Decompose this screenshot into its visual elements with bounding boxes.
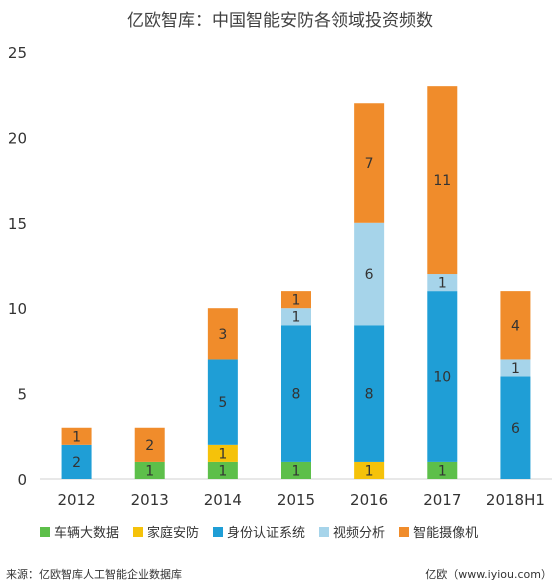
legend-label: 智能摄像机 (413, 526, 479, 541)
bar-value-label: 6 (511, 421, 520, 437)
bar-value-label: 11 (433, 173, 451, 189)
site-note: 亿欧（www.iyiou.com） (425, 568, 552, 581)
bar-segment (427, 291, 458, 462)
legend: 车辆大数据 家庭安防 身份认证系统 视频分析 智能摄像机 (40, 522, 478, 541)
bar-segment (281, 461, 311, 479)
legend-swatch (133, 526, 144, 537)
bar-segment (427, 274, 458, 292)
bar-segment (354, 222, 385, 326)
legend-swatch (213, 526, 224, 537)
bar-segment (134, 427, 165, 462)
bar-value-label: 7 (365, 156, 374, 172)
legend-label: 车辆大数据 (54, 526, 120, 541)
bar-value-label: 2 (72, 455, 81, 471)
source-note: 来源：亿欧智库人工智能企业数据库 (6, 568, 182, 581)
legend-item: 家庭安防 (133, 522, 199, 541)
bar-value-label: 3 (218, 327, 227, 343)
bar-value-label: 1 (292, 463, 301, 479)
bar-segment (354, 325, 385, 462)
bar-value-label: 4 (511, 318, 520, 334)
x-tick-label: 2012 (57, 491, 95, 509)
bar-value-label: 1 (218, 463, 227, 479)
legend-item: 智能摄像机 (399, 522, 478, 541)
bar-segment (281, 325, 311, 462)
x-axis: 2012 2013 2014 2015 2016 2017 2018H1 (57, 491, 544, 509)
bar-value-label: 1 (438, 463, 447, 479)
bar-segment (427, 461, 458, 479)
legend-swatch (40, 526, 50, 537)
bar-value-label: 1 (292, 310, 301, 326)
bar-segment (500, 291, 531, 360)
y-tick-label: 0 (17, 471, 27, 489)
bar-value-label: 1 (72, 429, 81, 445)
legend-label: 家庭安防 (147, 526, 200, 541)
bar-segment (281, 291, 311, 309)
bar-value-label: 1 (365, 463, 374, 479)
bar-value-label: 1 (218, 446, 227, 462)
bar-value-label: 8 (365, 387, 374, 403)
bar-segment (207, 444, 238, 462)
bar-segment (61, 444, 92, 479)
chart-title: 亿欧智库：中国智能安防各领域投资频数 (127, 11, 433, 31)
x-tick-label: 2013 (131, 491, 169, 509)
legend-item: 身份认证系统 (213, 522, 305, 541)
legend-item: 视频分析 (319, 522, 385, 541)
bar-value-label: 1 (145, 463, 154, 479)
y-tick-label: 10 (8, 300, 27, 318)
x-tick-label: 2014 (204, 491, 242, 509)
bar-value-label: 6 (365, 267, 374, 283)
bar-value-label: 2 (145, 438, 154, 454)
bar-value-label: 1 (511, 361, 520, 377)
bar-segment (354, 103, 385, 223)
y-tick-label: 15 (8, 215, 27, 233)
legend-label: 身份认证系统 (227, 526, 306, 541)
legend-item: 车辆大数据 (40, 522, 119, 541)
legend-label: 视频分析 (333, 526, 386, 541)
bar-segment (427, 86, 458, 275)
bar-segment (61, 427, 92, 445)
y-tick-label: 20 (8, 129, 27, 147)
bar-segment (281, 308, 311, 326)
x-tick-label: 2015 (277, 491, 315, 509)
y-tick-label: 5 (17, 386, 27, 404)
x-tick-label: 2017 (423, 491, 461, 509)
x-tick-label: 2016 (350, 491, 388, 509)
bar-value-label: 5 (218, 395, 227, 411)
bar-value-label: 1 (438, 276, 447, 292)
bar-value-label: 1 (292, 293, 301, 309)
bar-segment (134, 461, 165, 479)
bar-segment (500, 359, 531, 377)
bar-value-label: 10 (433, 370, 451, 386)
legend-swatch (319, 526, 330, 537)
bar-segment (207, 308, 238, 360)
y-tick-label: 25 (8, 44, 27, 62)
bar-segment (207, 359, 238, 445)
bar-segment (354, 461, 385, 479)
bar-value-label: 8 (292, 387, 301, 403)
x-tick-label: 2018H1 (486, 491, 545, 509)
legend-swatch (399, 526, 410, 537)
bar-segment (207, 461, 238, 479)
bar-segment (500, 376, 531, 479)
